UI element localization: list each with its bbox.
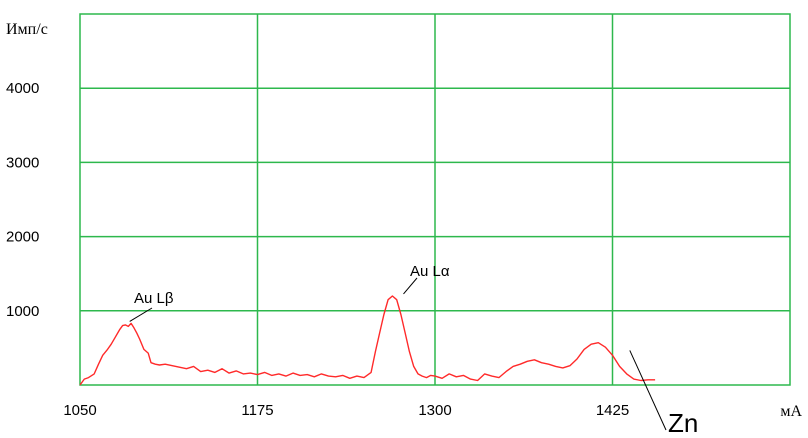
series bbox=[79, 295, 656, 386]
annotations: Au Lβ Au Lα Zn bbox=[129, 263, 698, 438]
x-tick-label: 1175 bbox=[241, 402, 273, 419]
annotation-label: Au Lα bbox=[410, 263, 450, 280]
y-axis-label: Имп/с bbox=[6, 21, 48, 38]
x-tick-label: 1050 bbox=[63, 402, 96, 419]
leader-line bbox=[629, 350, 667, 431]
series-line-0 bbox=[79, 295, 656, 386]
leader-line bbox=[403, 277, 418, 295]
x-tick-label: 1300 bbox=[418, 402, 451, 419]
y-tick-label: 2000 bbox=[6, 229, 39, 246]
grid bbox=[79, 13, 791, 386]
annotation-label: Au Lβ bbox=[134, 290, 174, 307]
x-axis-label: мА bbox=[780, 403, 802, 420]
y-tick-label: 1000 bbox=[6, 303, 39, 320]
axis-labels: 1050 1175 1300 1425 1000 2000 3000 4000 Имп/с мА bbox=[6, 21, 802, 420]
x-tick-label: 1425 bbox=[596, 402, 629, 419]
y-tick-label: 3000 bbox=[6, 154, 39, 171]
leader-line bbox=[129, 307, 153, 322]
y-tick-label: 4000 bbox=[6, 80, 39, 97]
annotation-label: Zn bbox=[668, 408, 698, 438]
